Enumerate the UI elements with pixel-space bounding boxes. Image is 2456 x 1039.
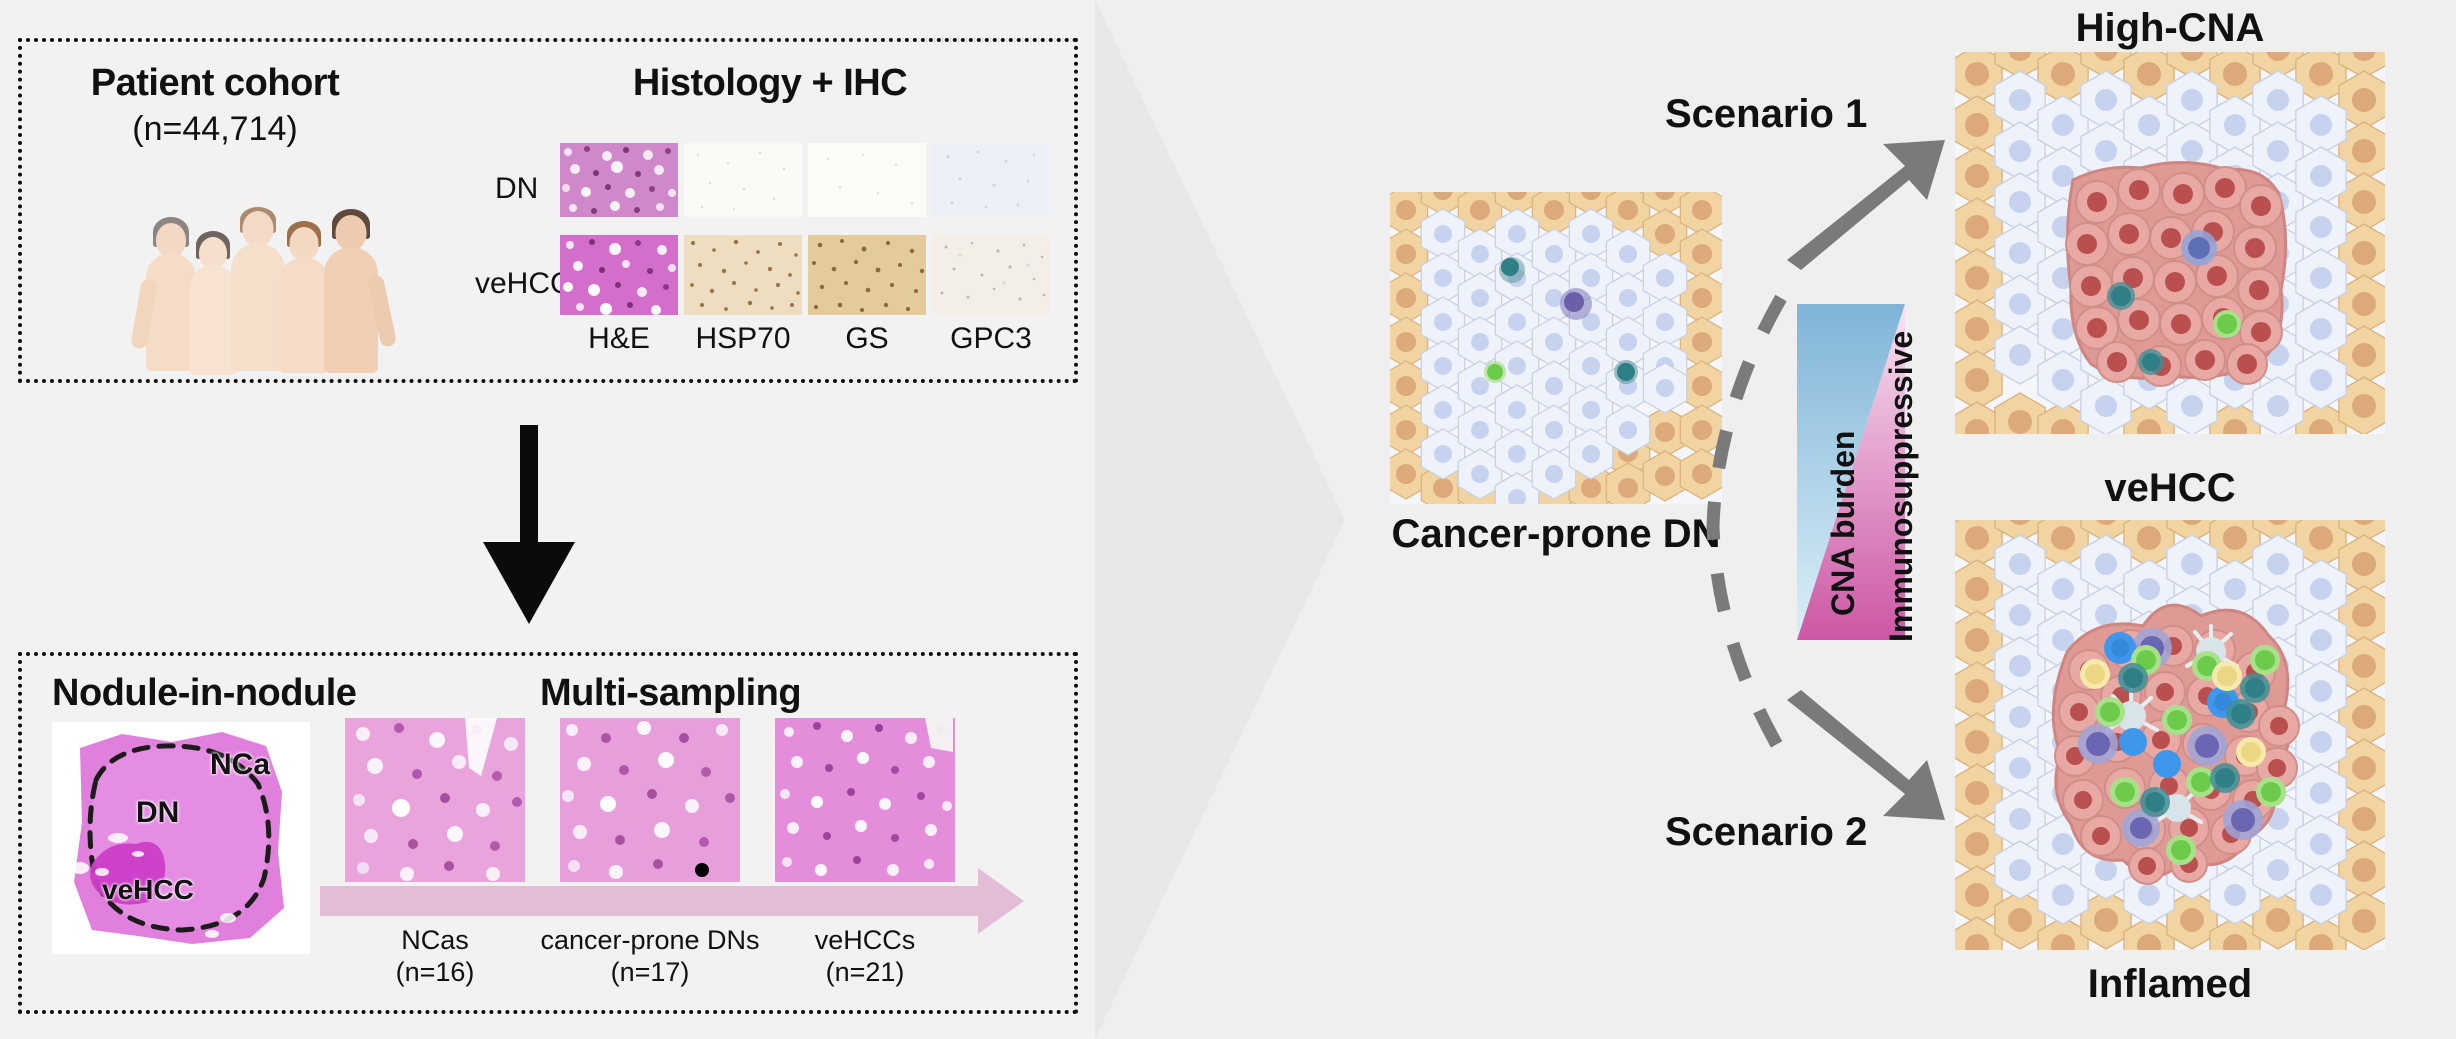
tissue-inflamed <box>1955 520 2385 950</box>
histology-row-label-vehcc: veHCC <box>475 267 572 300</box>
histology-tile-vehcc-gs <box>808 235 926 315</box>
gradient-label-immunosuppressive: Immunosuppressive <box>1883 330 1919 642</box>
sample-caption-vehccs: veHCCs (n=21) <box>765 925 965 989</box>
multi-sampling-title: Multi-sampling <box>540 672 802 714</box>
sample-count: (n=16) <box>395 956 475 987</box>
person-figure <box>276 219 332 373</box>
histology-title: Histology + IHC <box>632 62 908 104</box>
histology-col-label-gpc3: GPC3 <box>950 322 1032 355</box>
scenario-1-label: Scenario 1 <box>1665 92 1868 136</box>
tissue-caption-inflamed: Inflamed <box>2087 962 2253 1006</box>
scenario-2-label: Scenario 2 <box>1665 810 1868 854</box>
nodule-label-vehcc: veHCC <box>102 874 194 905</box>
sample-tile-vehccs <box>775 718 955 882</box>
histology-col-label-gs: GS <box>845 322 889 355</box>
tissue-caption-cancer-prone-dn: Cancer-prone DN <box>1391 512 1721 556</box>
histology-tile-vehcc-he <box>560 235 678 315</box>
tissue-caption-high-cna: High-CNA <box>2075 6 2265 50</box>
sample-label: cancer-prone DNs <box>540 925 760 955</box>
sample-tile-dns <box>560 718 740 882</box>
person-figure <box>130 217 200 371</box>
immune-cells <box>2107 230 2241 375</box>
histology-col-label-hsp70: HSP70 <box>695 322 791 355</box>
sample-count: (n=17) <box>610 956 690 987</box>
histology-col-label-he: H&E <box>588 322 650 355</box>
tissue-high-cna <box>1955 52 2385 434</box>
nodule-in-nodule-title: Nodule-in-nodule <box>52 672 357 714</box>
patient-cohort-subtitle: (n=44,714) <box>132 110 298 148</box>
person-figure <box>320 209 398 373</box>
sampling-progress-arrow-head <box>978 868 1024 934</box>
dashed-bracket <box>1706 294 1787 756</box>
gradient-label-cna: CNA burden <box>1825 430 1861 616</box>
nodule-label-nca: NCa <box>210 748 271 781</box>
nodule-in-nodule-image: NCa DN veHCC <box>52 722 310 954</box>
patient-cohort-title: Patient cohort <box>90 62 340 104</box>
arrow-to-scenario-2 <box>1787 690 1945 820</box>
histology-tile-dn-gpc3 <box>932 143 1050 217</box>
downward-arrow-shaft <box>520 425 538 570</box>
sample-label: NCas <box>401 925 469 955</box>
sample-caption-ncas: NCas (n=16) <box>335 925 535 989</box>
gradient-legend: CNA burden Immunosuppressive <box>1791 298 1919 646</box>
tumor-mass <box>2065 161 2287 387</box>
right-column: Cancer-prone DN CNA burden Immunos <box>1095 0 2456 1039</box>
histology-row-label-dn: DN <box>495 172 539 205</box>
histology-tile-dn-gs <box>808 143 926 217</box>
patient-group-icon <box>130 152 398 375</box>
immune-cells <box>2078 624 2286 865</box>
sample-count: (n=21) <box>825 956 905 987</box>
histology-tile-vehcc-gpc3 <box>932 235 1050 315</box>
histology-tile-dn-hsp70 <box>684 143 802 217</box>
arrow-to-scenario-1 <box>1787 140 1945 270</box>
tissue-cancer-prone-dn <box>1390 192 1722 504</box>
downward-arrow-head <box>483 542 575 624</box>
person-figure <box>186 227 240 375</box>
person-figure <box>228 207 288 371</box>
sampling-progress-arrow-bar <box>320 886 980 916</box>
immune-cells <box>1484 257 1638 384</box>
left-column: Patient cohort (n=44,714) <box>0 0 1095 1039</box>
sample-caption-dns: cancer-prone DNs (n=17) <box>520 925 780 989</box>
sample-label: veHCCs <box>814 925 916 955</box>
histology-tile-vehcc-hsp70 <box>684 235 802 315</box>
sample-tile-ncas <box>345 718 525 882</box>
transition-wedge <box>1095 0 1345 1039</box>
tissue-caption-vehcc: veHCC <box>2104 466 2236 510</box>
histology-tile-dn-he <box>560 143 678 217</box>
nodule-label-dn: DN <box>136 796 180 829</box>
